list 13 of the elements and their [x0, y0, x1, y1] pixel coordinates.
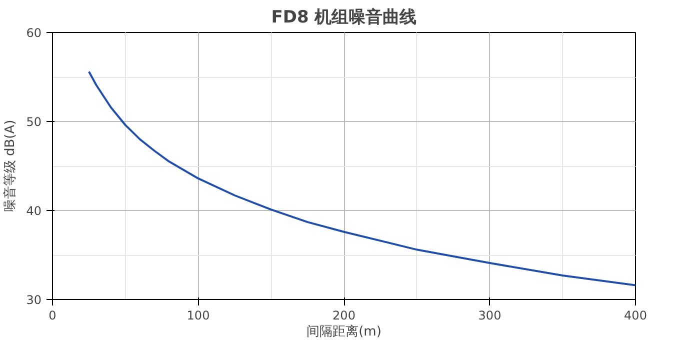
x-tick-label: 400 — [624, 308, 647, 322]
y-tick-label: 60 — [26, 26, 42, 40]
y-tick-label: 30 — [26, 293, 42, 307]
y-axis-title: 噪音等级 dB(A) — [3, 120, 18, 212]
x-axis-title: 间隔距离(m) — [306, 324, 382, 340]
x-tick-label: 100 — [186, 308, 210, 322]
chart-title: FD8 机组噪音曲线 — [271, 8, 417, 28]
x-tick-label: 300 — [478, 308, 502, 322]
y-tick-label: 40 — [26, 204, 42, 218]
line-series — [88, 70, 636, 286]
x-tick-label: 0 — [48, 308, 56, 322]
y-tick-label: 50 — [26, 115, 42, 129]
x-tick-label: 200 — [332, 308, 356, 322]
